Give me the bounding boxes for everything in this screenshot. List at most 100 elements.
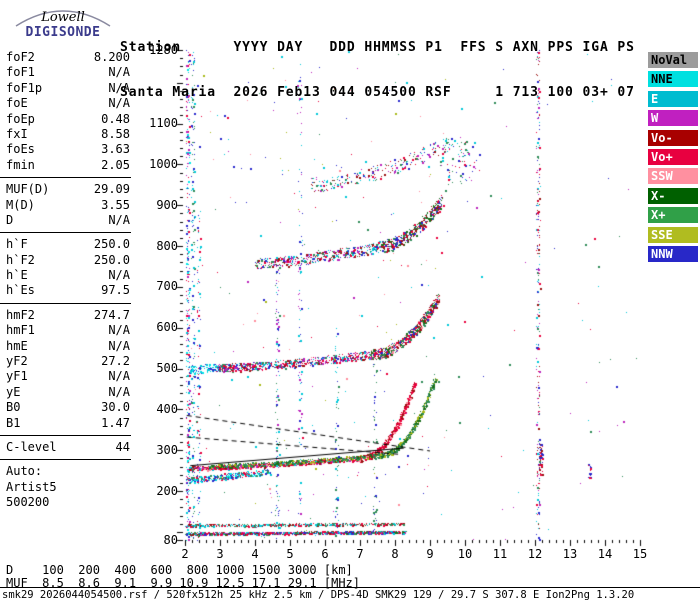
legend-item: NoVal — [648, 52, 698, 68]
y-tick-label: 80 — [163, 532, 178, 547]
y-tick-label: 1100 — [149, 116, 178, 130]
parameter-row: B1 1.47 — [6, 416, 130, 431]
parameter-row: M(D) 3.55 — [6, 198, 130, 213]
parameter-name: C-level — [6, 439, 57, 454]
parameter-name: 500200 — [6, 495, 50, 510]
parameter-value: N/A — [108, 80, 130, 95]
parameter-value: 274.7 — [93, 307, 130, 322]
y-tick-label: 1000 — [149, 156, 178, 171]
d-table-line: D 100 200 400 600 800 1000 1500 3000 [km… — [6, 563, 353, 577]
legend-item: Vo- — [648, 129, 698, 146]
parameter-name: Artist5 — [6, 479, 57, 494]
parameter-value: 27.2 — [101, 354, 130, 369]
legend-item: SSW — [648, 168, 698, 185]
x-tick-label: 14 — [597, 547, 613, 561]
parameter-row: foE N/A — [6, 96, 130, 111]
parameter-panel: foF2 8.200 foF1 N/A foF1p N/A foE N/A foEp 0.48 fx… — [0, 50, 131, 511]
parameter-row: yE N/A — [6, 385, 130, 400]
parameter-value: 8.200 — [93, 50, 130, 64]
x-tick-label: 12 — [527, 547, 543, 561]
logo-digisonde: DIGISONDE — [25, 25, 101, 40]
parameter-value: N/A — [108, 384, 130, 399]
doppler-legend: NoVal NNE E W Vo- Vo+ SSW X- X+ SSE NNW — [648, 52, 698, 265]
y-tick-label: 400 — [156, 401, 178, 416]
parameter-value: N/A — [108, 212, 130, 227]
y-tick-label: 300 — [156, 442, 178, 457]
parameter-row: hmE N/A — [6, 339, 130, 354]
parameter-name: yF2 — [6, 354, 28, 369]
header: Station YYYY DAY DDD HHMMSS P1 FFS S AXN… — [120, 10, 635, 130]
parameter-row: h`E N/A — [6, 268, 130, 283]
parameter-row: C-level 44 — [6, 440, 130, 455]
header-line1: Station YYYY DAY DDD HHMMSS P1 FFS S AXN… — [120, 40, 635, 55]
parameter-row: B0 30.0 — [6, 400, 130, 415]
parameter-name: hmE — [6, 338, 28, 353]
parameter-row: foF1p N/A — [6, 81, 130, 96]
parameter-name: B1 — [6, 415, 21, 430]
parameter-name: h`E — [6, 268, 28, 283]
parameter-row: h`F 250.0 — [6, 237, 130, 252]
parameter-name: foF1 — [6, 65, 35, 80]
legend-item: W — [648, 110, 698, 127]
parameter-row: Artist5 — [6, 480, 130, 495]
y-tick-label: 700 — [156, 279, 178, 294]
logo: Lowell DIGISONDE — [8, 4, 118, 48]
x-tick-label: 10 — [457, 547, 473, 561]
legend-item: X- — [648, 187, 698, 204]
panel-divider — [0, 434, 131, 436]
parameter-name: MUF(D) — [6, 182, 50, 197]
parameter-name: foF1p — [6, 80, 43, 95]
parameter-name: B0 — [6, 400, 21, 415]
parameter-name: fxI — [6, 126, 28, 141]
parameter-row: fmin 2.05 — [6, 158, 130, 173]
x-tick-label: 3 — [216, 547, 224, 561]
parameter-name: foF2 — [6, 50, 35, 64]
parameter-name: fmin — [6, 157, 35, 172]
parameter-value: 1.47 — [101, 415, 130, 430]
parameter-name: M(D) — [6, 197, 35, 212]
parameter-row: 500200 — [6, 495, 130, 510]
parameter-name: foEp — [6, 111, 35, 126]
parameter-value: 29.09 — [93, 182, 130, 197]
muf-table-line: MUF 8.5 8.6 9.1 9.9 10.9 12.5 17.1 29.1 … — [6, 576, 361, 590]
parameter-row: Auto: — [6, 464, 130, 479]
panel-divider — [0, 302, 131, 304]
parameter-name: foEs — [6, 142, 35, 157]
x-tick-label: 11 — [492, 547, 508, 561]
x-tick-label: 4 — [251, 547, 259, 561]
parameter-value: 30.0 — [101, 400, 130, 415]
y-tick-label: 200 — [156, 483, 178, 498]
parameter-value: 3.63 — [101, 142, 130, 157]
y-tick-label: 500 — [156, 361, 178, 375]
parameter-value: 0.48 — [101, 111, 130, 126]
parameter-row: foEs 3.63 — [6, 142, 130, 157]
header-line2: Santa Maria 2026 Feb13 044 054500 RSF 1 … — [120, 85, 635, 100]
panel-divider — [0, 177, 131, 179]
parameter-name: hmF2 — [6, 307, 35, 322]
parameter-value: 250.0 — [93, 237, 130, 252]
parameter-value: N/A — [108, 65, 130, 80]
y-tick-label: 900 — [156, 197, 178, 212]
parameter-value: 2.05 — [101, 157, 130, 172]
panel-divider — [0, 459, 131, 461]
y-tick-label: 1280 — [149, 42, 178, 57]
parameter-row: fxI 8.58 — [6, 127, 130, 142]
parameter-row: D N/A — [6, 213, 130, 228]
parameter-row: MUF(D) 29.09 — [6, 182, 130, 197]
panel-divider — [0, 232, 131, 234]
parameter-row: yF1 N/A — [6, 369, 130, 384]
parameter-row: foF1 N/A — [6, 65, 130, 80]
status-bar: smk29_2026044054500.rsf / 520fx512h 25 k… — [2, 589, 635, 600]
parameter-value: 8.58 — [101, 126, 130, 141]
parameter-name: h`F2 — [6, 252, 35, 267]
parameter-name: h`F — [6, 237, 28, 252]
status-divider — [0, 587, 700, 588]
parameter-value: N/A — [108, 369, 130, 384]
x-tick-label: 6 — [321, 547, 329, 561]
parameter-value: N/A — [108, 338, 130, 353]
parameter-name: h`Es — [6, 283, 35, 298]
parameter-value: N/A — [108, 268, 130, 283]
x-tick-label: 9 — [426, 547, 434, 561]
legend-item: X+ — [648, 207, 698, 224]
parameter-name: Auto: — [6, 464, 43, 479]
